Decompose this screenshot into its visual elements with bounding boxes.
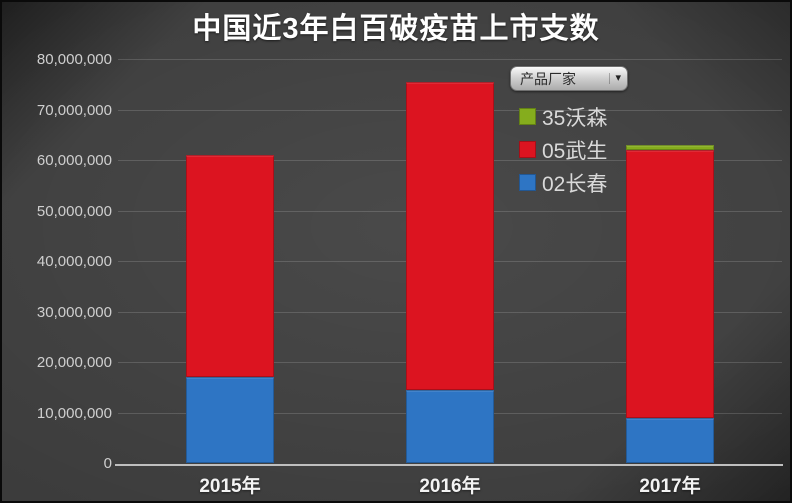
legend-items: 35沃森 05武生 02长春	[510, 100, 660, 199]
legend-swatch-blue	[519, 174, 536, 191]
legend-item-walvax: 35沃森	[510, 100, 660, 133]
field-filter-button[interactable]: 产品厂家 ▾	[510, 66, 628, 91]
legend-label: 35沃森	[542, 106, 608, 130]
x-axis-label: 2015年	[199, 476, 261, 497]
y-axis-label: 30,000,000	[36, 303, 112, 321]
bar-segment-35沃森-2017年	[626, 144, 714, 150]
x-axis-line	[115, 464, 783, 466]
legend-label: 05武生	[542, 139, 608, 163]
legend-item-changchun: 02长春	[510, 166, 660, 199]
x-axis-label: 2017年	[639, 476, 701, 497]
legend-label: 02长春	[542, 172, 608, 196]
field-filter-label: 产品厂家	[520, 70, 576, 87]
legend-swatch-red	[519, 141, 536, 158]
y-axis-label: 80,000,000	[36, 51, 112, 68]
bar-segment-02长春-2016年	[406, 389, 494, 463]
bar-segment-05武生-2016年	[406, 81, 494, 390]
legend-item-wusheng: 05武生	[510, 133, 660, 166]
chart-title: 中国近3年白百破疫苗上市支数	[192, 13, 600, 45]
x-axis-label: 2016年	[419, 476, 481, 497]
y-axis-label: 0	[103, 455, 112, 472]
legend: 产品厂家 ▾ 35沃森 05武生 02长春	[510, 66, 660, 199]
y-axis-label: 60,000,000	[36, 152, 112, 169]
bar-segment-02长春-2017年	[626, 417, 714, 463]
y-axis-label: 70,000,000	[36, 101, 112, 119]
grid-line	[118, 59, 782, 60]
y-axis-label: 40,000,000	[36, 253, 112, 270]
bar-segment-05武生-2015年	[186, 154, 274, 378]
y-axis-label: 50,000,000	[36, 202, 112, 220]
chevron-down-icon: ▾	[609, 73, 621, 84]
bar-segment-05武生-2017年	[626, 149, 714, 418]
y-axis-label: 10,000,000	[36, 404, 112, 422]
bar-segment-02长春-2015年	[186, 377, 274, 463]
y-axis-label: 20,000,000	[36, 354, 112, 371]
legend-swatch-green	[519, 108, 536, 125]
